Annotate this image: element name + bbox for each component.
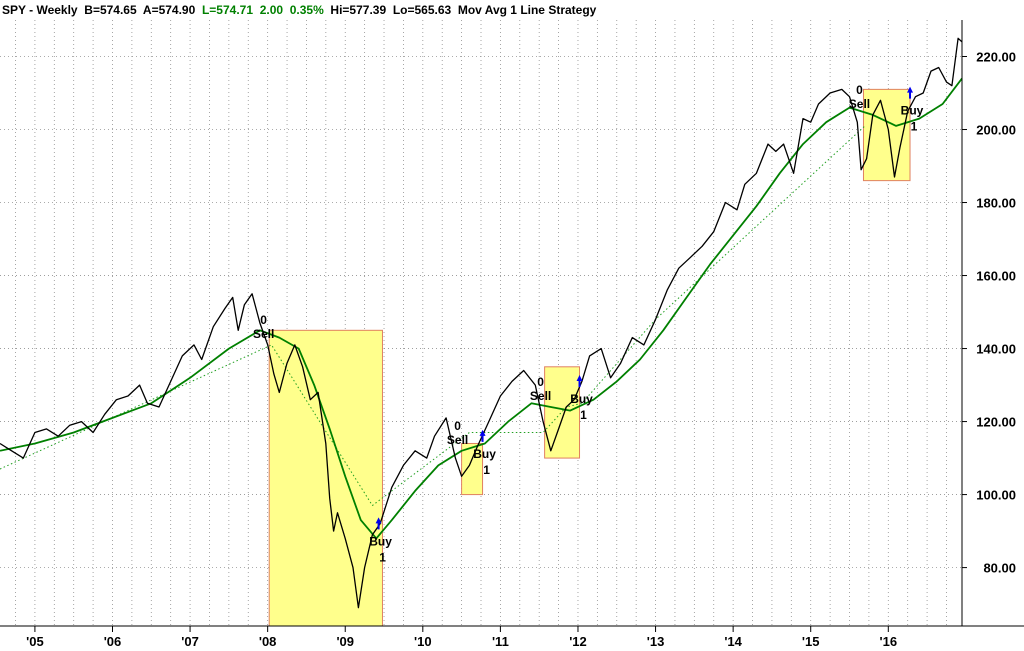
lo-label: Lo=565.63 — [392, 3, 452, 17]
buy-arrow — [907, 86, 914, 99]
signal-label: Buy — [473, 447, 496, 461]
signal-label: Sell — [530, 389, 551, 403]
y-tick-label: 140.00 — [976, 342, 1016, 357]
signal-label: Buy — [570, 392, 593, 406]
plot-frame — [0, 20, 1024, 627]
signal-label: Sell — [447, 433, 468, 447]
y-tick-label: 120.00 — [976, 415, 1016, 430]
signal-label: Sell — [253, 327, 274, 341]
signal-count: 1 — [483, 463, 490, 477]
grid — [0, 20, 962, 626]
y-tick-label: 160.00 — [976, 269, 1016, 284]
buy-arrow — [479, 429, 486, 442]
buy-arrow — [576, 375, 583, 388]
y-axis: 80.00 100.00 120.00 140.00 160.00 180.00 200.0… — [962, 50, 1016, 576]
x-tick-label: '09 — [336, 634, 354, 649]
x-tick-label: '12 — [569, 634, 587, 649]
x-axis: '05 '06 '07 '08 '09 '10 '11 '12 '13 '14 '15 '16 — [26, 626, 897, 649]
signal-label: Buy — [901, 104, 924, 118]
signal-count: 0 — [260, 313, 267, 327]
y-tick-label: 100.00 — [976, 488, 1016, 503]
signal-count: 0 — [856, 83, 863, 97]
signal-count: 0 — [537, 375, 544, 389]
series-line-moving-average — [0, 77, 963, 540]
highlight-zone — [862, 88, 911, 182]
x-tick-label: '15 — [802, 634, 820, 649]
last-label: L=574.71 — [201, 3, 254, 17]
signal-count: 1 — [379, 550, 386, 564]
symbol-label: SPY - Weekly — [2, 3, 78, 17]
chart-header: SPY - Weekly B=574.65 A=574.90 L=574.71 … — [2, 3, 596, 19]
buy-arrow — [375, 517, 382, 530]
x-tick-label: '05 — [26, 634, 44, 649]
y-tick-label: 180.00 — [976, 196, 1016, 211]
x-tick-label: '10 — [414, 634, 432, 649]
highlight-zone — [268, 329, 383, 627]
change-pct-label: 0.35% — [289, 3, 324, 17]
change-label: 2.00 — [259, 3, 284, 17]
study-label: Mov Avg 1 Line Strategy — [457, 3, 597, 17]
x-tick-label: '14 — [724, 634, 742, 649]
highlight-zone — [461, 442, 484, 496]
signal-count: 1 — [911, 120, 918, 134]
signal-label: Sell — [849, 97, 870, 111]
signal-count: 0 — [454, 419, 461, 433]
y-tick-label: 80.00 — [983, 561, 1016, 576]
y-tick-label: 220.00 — [976, 50, 1016, 65]
y-tick-label: 200.00 — [976, 123, 1016, 138]
x-tick-label: '07 — [181, 634, 199, 649]
signal-count: 1 — [580, 408, 587, 422]
signal-label: Buy — [369, 534, 392, 548]
hi-label: Hi=577.39 — [330, 3, 387, 17]
series-line-trend-dotted — [0, 125, 866, 506]
x-tick-label: '16 — [880, 634, 898, 649]
x-tick-label: '13 — [647, 634, 665, 649]
ask-label: A=574.90 — [142, 3, 196, 17]
x-tick-label: '06 — [104, 634, 122, 649]
x-tick-label: '11 — [492, 634, 509, 649]
x-tick-label: '08 — [259, 634, 277, 649]
bid-label: B=574.65 — [84, 3, 137, 17]
highlight-zone — [544, 366, 581, 459]
